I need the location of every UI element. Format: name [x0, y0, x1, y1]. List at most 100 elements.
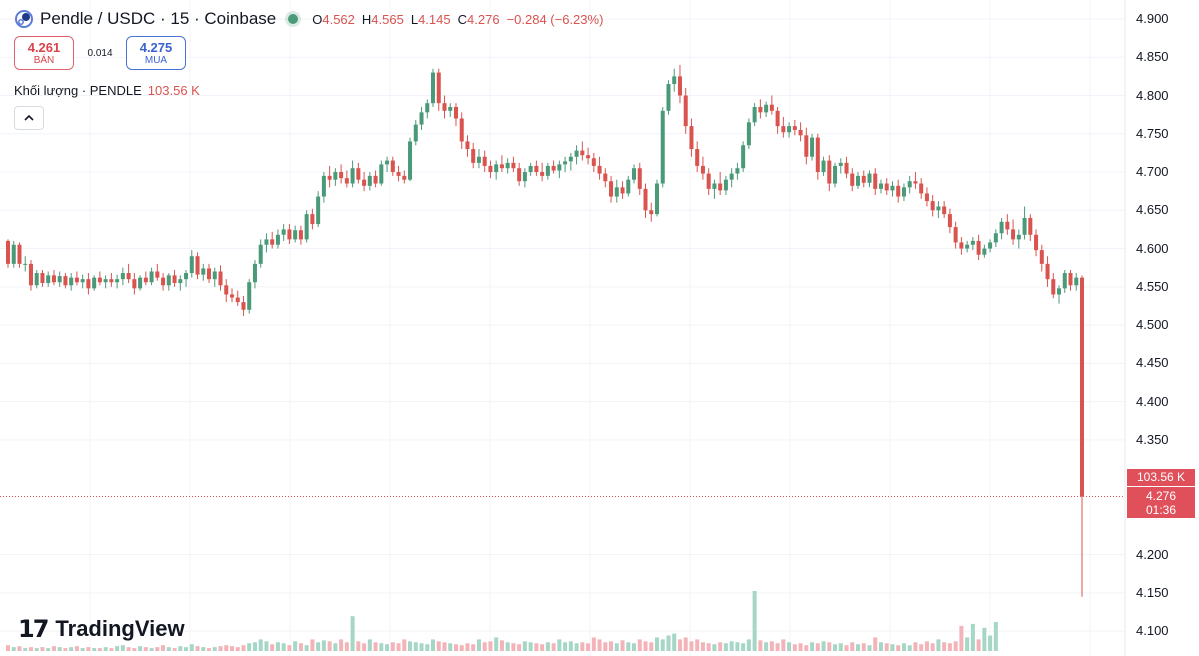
volume-bar	[430, 639, 436, 651]
volume-bar	[695, 639, 700, 651]
volume-bar	[166, 647, 171, 651]
candle	[264, 233, 269, 253]
candle-body	[993, 233, 998, 243]
open-value: 4.562	[322, 11, 355, 27]
volume-bar	[149, 648, 154, 651]
candle-body	[970, 240, 975, 245]
bar-countdown: 01:36	[1145, 503, 1177, 517]
candle-body	[815, 137, 820, 173]
volume-bar	[316, 642, 321, 651]
candle-body	[275, 234, 280, 245]
candle	[155, 263, 160, 281]
grid	[0, 0, 1125, 656]
candle-body	[298, 230, 303, 240]
candle	[11, 240, 16, 268]
collapse-legend-button[interactable]	[14, 106, 44, 130]
candle	[258, 239, 263, 268]
candle	[901, 183, 906, 202]
candle-body	[867, 173, 872, 183]
candle-body	[115, 279, 120, 283]
candle	[700, 156, 705, 180]
candle-body	[1079, 277, 1085, 497]
y-tick-label: 4.150	[1136, 584, 1169, 600]
volume-bar	[23, 648, 28, 651]
candle	[218, 265, 223, 291]
volume-bar	[235, 647, 240, 651]
candle-body	[229, 294, 234, 298]
volume-bar	[362, 643, 367, 651]
symbol-title[interactable]: Pendle / USDC · 15 · Coinbase	[40, 9, 277, 28]
candle-body	[74, 277, 79, 283]
volume-bar	[540, 644, 545, 651]
volume-bar	[482, 642, 487, 651]
candle	[195, 252, 200, 280]
candle-body	[69, 277, 74, 286]
candle-body	[1022, 217, 1027, 235]
sell-button[interactable]: 4.261 BÁN	[14, 36, 74, 70]
candle	[884, 178, 889, 195]
candle	[344, 170, 349, 188]
candle-body	[126, 273, 131, 280]
candle	[321, 172, 326, 203]
tradingview-logo[interactable]: 17 TradingView	[18, 615, 185, 643]
candle-body	[442, 103, 447, 111]
candle-body	[574, 150, 579, 157]
pendle-logo-icon	[15, 10, 33, 28]
volume-bar	[930, 643, 935, 651]
buy-button[interactable]: 4.275 MUA	[126, 36, 186, 70]
candle	[609, 175, 614, 203]
candle-body	[396, 172, 401, 176]
volume-bar	[815, 643, 820, 651]
candle	[1022, 206, 1027, 240]
candle-body	[878, 183, 883, 189]
candle	[677, 64, 682, 104]
candle-body	[408, 141, 413, 180]
candle	[396, 165, 401, 182]
candle	[172, 269, 177, 287]
y-tick-label: 4.350	[1136, 431, 1169, 447]
candle	[390, 156, 395, 176]
candle-body	[884, 183, 889, 191]
candle-body	[40, 273, 45, 283]
candle-body	[643, 188, 648, 211]
volume-legend-value: 103.56 K	[147, 83, 200, 98]
volume-bar	[568, 641, 573, 651]
candle-body	[810, 137, 815, 157]
candle-body	[149, 271, 154, 283]
volume-legend[interactable]: Khối lượng · PENDLE 103.56 K	[14, 83, 200, 98]
volume-bar	[287, 645, 292, 651]
candle	[815, 133, 820, 180]
candle	[379, 160, 384, 186]
candle-body	[1039, 250, 1044, 264]
candle	[654, 179, 660, 217]
candle-body	[161, 277, 166, 286]
chevron-up-icon	[24, 114, 34, 121]
volume-bar	[350, 616, 355, 651]
candle	[1016, 229, 1021, 249]
candle	[913, 172, 918, 189]
candle	[787, 122, 792, 138]
candle	[34, 269, 39, 289]
volume-bar	[379, 643, 384, 651]
candle	[930, 194, 935, 217]
candle-body	[1034, 234, 1039, 251]
candle	[591, 152, 596, 173]
candle-body	[362, 179, 367, 186]
candle-body	[103, 279, 108, 283]
trade-buttons: 4.261 BÁN 0.014 4.275 MUA	[14, 36, 186, 70]
candle-body	[827, 160, 832, 184]
volume-bar	[413, 642, 418, 651]
candle-body	[982, 248, 987, 255]
candle-body	[425, 103, 430, 113]
candle-body	[557, 164, 562, 171]
candle-body	[1016, 234, 1021, 240]
volume-bar	[453, 644, 458, 651]
candle	[781, 116, 786, 138]
candle-body	[1068, 273, 1073, 286]
volume-bar	[258, 639, 263, 651]
candle-body	[953, 227, 958, 243]
volume-bar	[890, 644, 895, 651]
candle	[23, 256, 28, 272]
candle	[40, 269, 45, 287]
